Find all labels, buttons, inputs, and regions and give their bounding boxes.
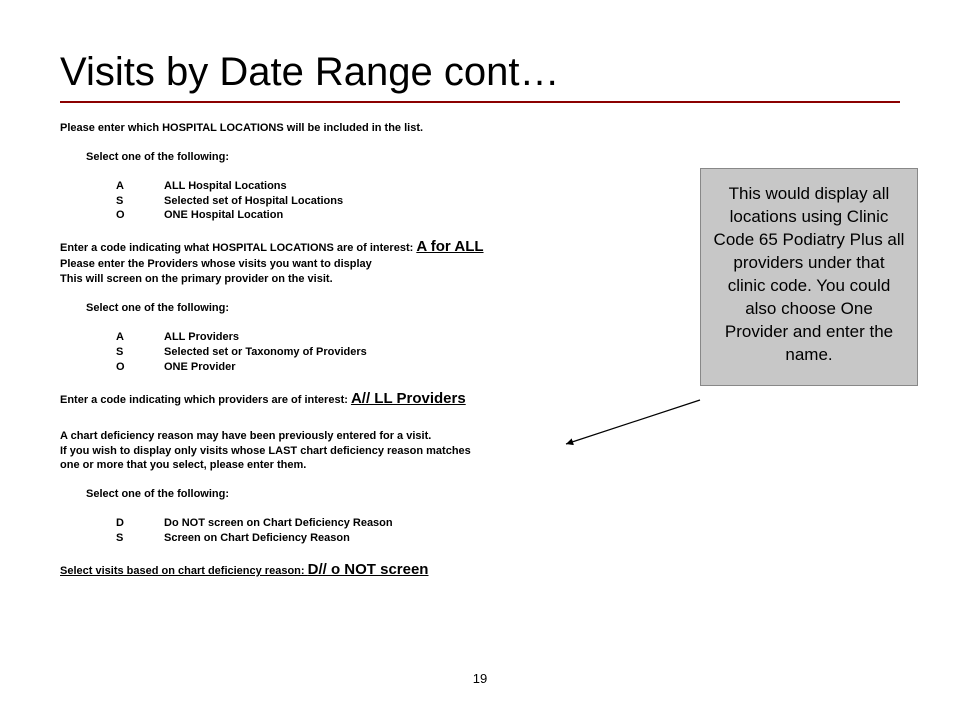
option-code: S [116,345,164,360]
option-label: Selected set of Hospital Locations [164,194,343,209]
option-code: A [116,330,164,345]
option-label: ONE Hospital Location [164,208,283,223]
s3-note1: A chart deficiency reason may have been … [60,429,900,444]
s2-entry-answer: A// LL Providers [351,390,466,407]
s1-select-label: Select one of the following: [86,150,900,165]
option-code: O [116,208,164,223]
s1-prompt: Please enter which HOSPITAL LOCATIONS wi… [60,121,900,136]
callout-box: This would display all locations using C… [700,168,918,386]
s3-entry: Select visits based on chart deficiency … [60,560,900,580]
slide: Visits by Date Range cont… Please enter … [0,0,960,720]
s3-note2: If you wish to display only visits whose… [60,444,900,459]
option-code: D [116,516,164,531]
s3-opt-s: S Screen on Chart Deficiency Reason [116,531,900,546]
option-code: A [116,179,164,194]
s3-opt-d: D Do NOT screen on Chart Deficiency Reas… [116,516,900,531]
option-code: O [116,360,164,375]
option-label: Do NOT screen on Chart Deficiency Reason [164,516,393,531]
s3-entry-answer: D// o NOT screen [308,561,429,578]
s2-entry: Enter a code indicating which providers … [60,389,900,409]
page-title: Visits by Date Range cont… [60,50,900,95]
s3-entry-prompt: Select visits based on chart deficiency … [60,565,308,577]
option-label: ALL Hospital Locations [164,179,287,194]
s1-entry-answer: A for ALL [416,238,483,255]
option-label: ALL Providers [164,330,239,345]
s2-entry-prompt: Enter a code indicating which providers … [60,394,351,406]
page-number: 19 [0,671,960,686]
option-label: Screen on Chart Deficiency Reason [164,531,350,546]
title-rule [60,101,900,103]
option-label: ONE Provider [164,360,236,375]
s1-entry-prompt: Enter a code indicating what HOSPITAL LO… [60,242,416,254]
option-label: Selected set or Taxonomy of Providers [164,345,367,360]
s3-select-label: Select one of the following: [86,487,900,502]
s3-note3: one or more that you select, please ente… [60,458,900,473]
option-code: S [116,194,164,209]
option-code: S [116,531,164,546]
